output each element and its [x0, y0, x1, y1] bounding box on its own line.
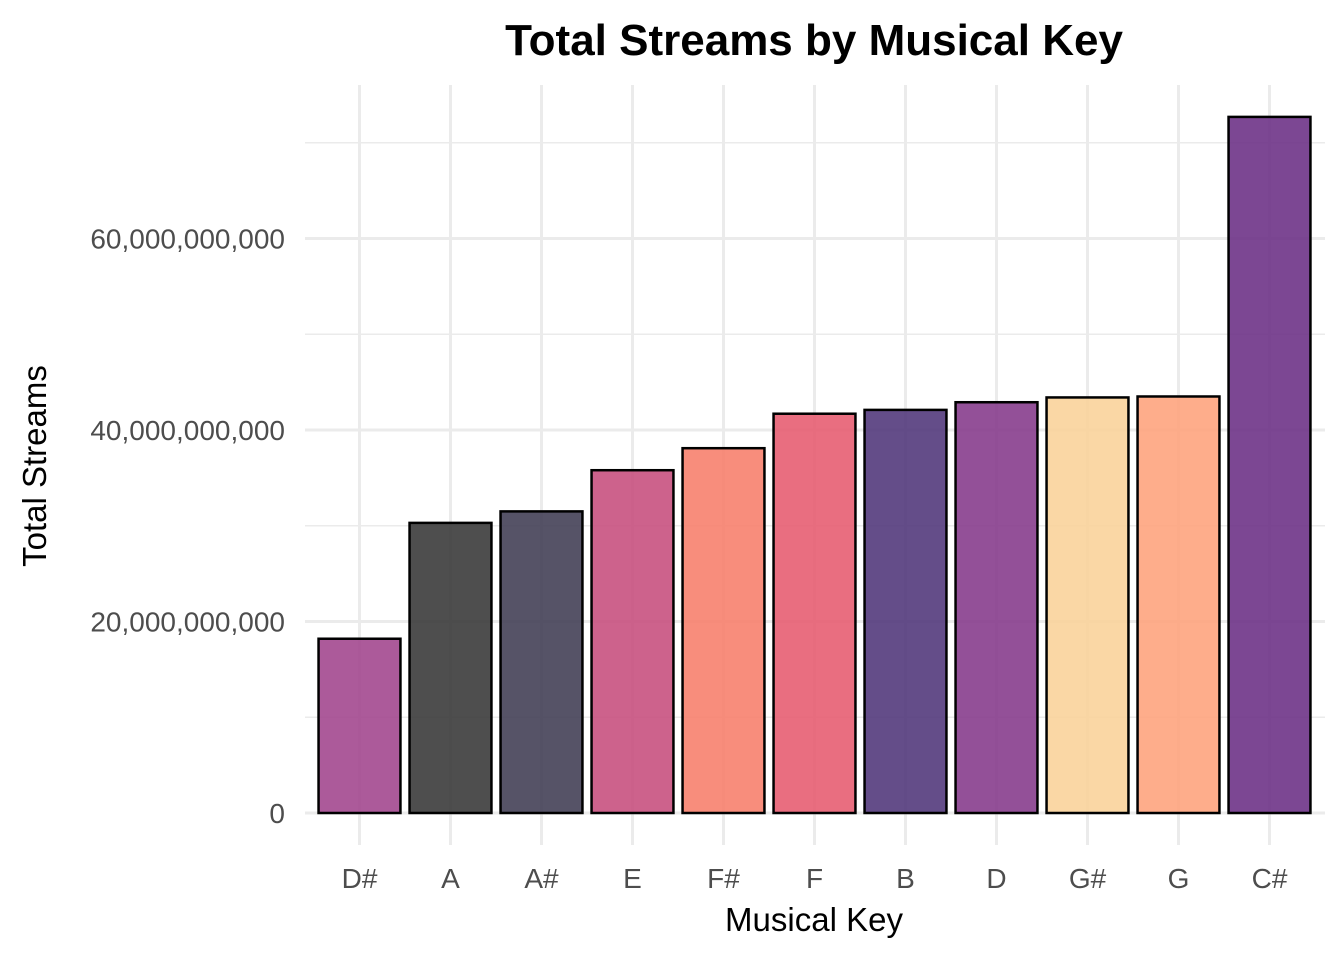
- x-axis-title: Musical Key: [725, 901, 903, 938]
- bar-g-sharp: [1045, 396, 1130, 815]
- x-axis-ticks: D# A A# E F# F B D G# G C#: [342, 863, 1288, 894]
- bar-layer: [317, 115, 1312, 815]
- x-tick-label: G#: [1069, 863, 1107, 894]
- bar-e: [590, 468, 675, 815]
- bar-g: [1136, 395, 1221, 815]
- x-tick-label: A#: [524, 863, 559, 894]
- y-axis-title: Total Streams: [16, 365, 53, 567]
- y-tick-label: 20,000,000,000: [90, 607, 285, 638]
- x-tick-label: D: [986, 863, 1006, 894]
- y-tick-label: 40,000,000,000: [90, 415, 285, 446]
- bar-f-sharp: [681, 446, 766, 815]
- bar-a: [408, 521, 493, 815]
- bar-c-sharp: [1227, 115, 1312, 815]
- y-tick-label: 60,000,000,000: [90, 224, 285, 255]
- bar-a-sharp: [499, 510, 584, 815]
- x-tick-label: E: [623, 863, 642, 894]
- x-tick-label: A: [441, 863, 460, 894]
- y-tick-label: 0: [269, 798, 285, 829]
- x-tick-label: C#: [1252, 863, 1288, 894]
- bar-d-sharp: [317, 637, 402, 815]
- bar-d: [954, 400, 1039, 815]
- bar-b: [863, 408, 948, 815]
- x-tick-label: F#: [707, 863, 740, 894]
- chart-title: Total Streams by Musical Key: [505, 16, 1123, 65]
- x-tick-label: D#: [342, 863, 378, 894]
- x-tick-label: G: [1168, 863, 1190, 894]
- x-tick-label: F: [806, 863, 823, 894]
- bar-f: [772, 412, 857, 815]
- y-axis-ticks: 0 20,000,000,000 40,000,000,000 60,000,000,…: [90, 224, 285, 830]
- x-tick-label: B: [896, 863, 915, 894]
